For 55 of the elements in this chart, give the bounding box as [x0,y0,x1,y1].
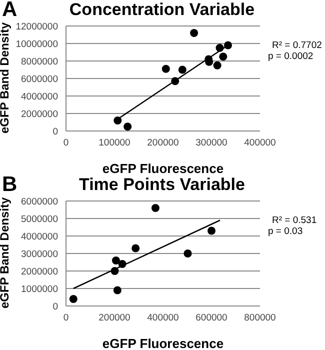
point [216,44,224,52]
point [112,256,120,264]
x-axis-title: eGFP Fluorescence [102,161,224,176]
x-tick-label: 800000 [244,312,276,324]
point [110,267,119,275]
point [114,116,122,124]
text: p = 0.03 [268,226,304,237]
y-tick-label: 0 [52,301,58,312]
x-tick-label: 0 [63,312,69,324]
y-tick-label: 12000000 [16,21,58,32]
y-tick-label: 2000000 [21,266,58,278]
y-tick-label: 1000000 [21,284,58,295]
text: p = 0.0002 [268,51,314,62]
y-tick-label: 4000000 [21,231,58,242]
point [224,41,232,50]
point [219,52,228,61]
y-axis-title: eGFP Band Density [0,22,12,134]
x-tick-label: 300000 [196,138,228,149]
point [151,204,160,212]
point [171,77,180,86]
text: R² = 0.7702 [271,40,322,51]
point [190,29,198,37]
y-tick-label: 2000000 [21,108,58,120]
y-tick-label: 3000000 [21,248,58,260]
x-tick-label: 400000 [244,138,276,149]
y-tick-label: 6000000 [21,74,58,85]
chart-title: Concentration Variable [68,0,256,20]
point [178,66,186,74]
chart-title: Time Points Variable [78,175,246,195]
x-axis-title: eGFP Fluorescence [102,336,224,350]
y-tick-label: 6000000 [21,196,58,208]
point [184,250,192,258]
point [118,260,126,268]
point [113,286,122,294]
y-tick-label: 10000000 [16,38,58,50]
point [69,295,78,303]
y-axis-title: eGFP Band Density [0,197,12,308]
y-tick-label: 4000000 [21,91,58,102]
x-tick-label: 200000 [147,138,179,149]
y-tick-label: 5000000 [21,214,58,225]
y-tick-label: 8000000 [21,56,58,68]
point [162,64,170,73]
x-tick-label: 200000 [98,312,130,324]
text: B [2,173,18,197]
point [213,61,222,70]
x-tick-label: 400000 [147,312,179,324]
point [124,122,132,131]
point [132,244,140,252]
point [208,226,216,235]
x-tick-label: 0 [63,138,69,149]
x-tick-label: 100000 [98,138,130,149]
x-tick-label: 600000 [196,312,228,324]
y-tick-label: 0 [52,126,58,138]
text: A [2,0,18,22]
text: R² = 0.531 [271,215,317,226]
